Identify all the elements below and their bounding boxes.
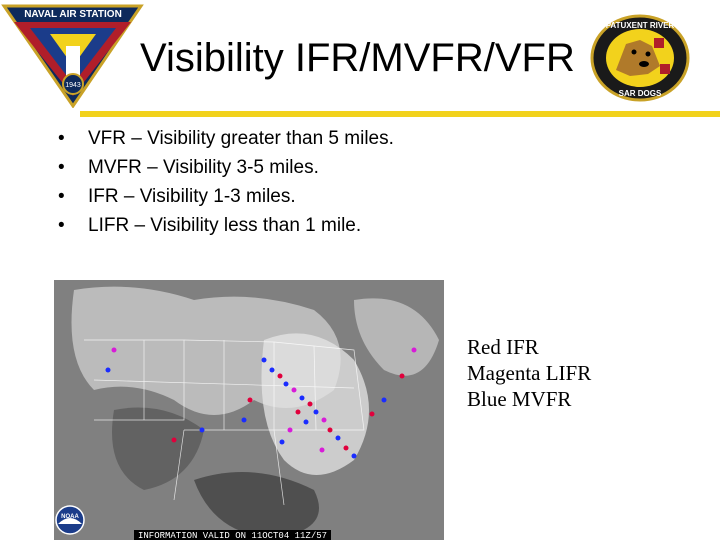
bullet-item-ifr: • IFR – Visibility 1-3 miles.	[58, 182, 658, 211]
bullet-dot-icon: •	[58, 215, 65, 236]
weather-map: NOAA INFORMATION VALID ON 11OCT04 11Z/57	[54, 280, 444, 540]
logo-right-bottom-text: SAR DOGS	[619, 89, 662, 98]
slide-title: Visibility IFR/MVFR/VFR	[140, 36, 575, 80]
noaa-text: NOAA	[61, 514, 79, 520]
logo-right-top-text: PATUXENT RIVER	[606, 21, 675, 30]
map-caption: INFORMATION VALID ON 11OCT04 11Z/57	[134, 530, 332, 540]
naval-air-station-emblem-icon: NAVAL AIR STATION 1943	[1, 4, 144, 109]
sar-dogs-badge-icon: PATUXENT RIVER SAR DOGS	[590, 14, 690, 102]
map-legend: Red IFR Magenta LIFR Blue MVFR	[467, 334, 591, 412]
bullet-text: MVFR – Visibility 3-5 miles.	[88, 157, 319, 178]
station-markers	[105, 347, 417, 459]
title-underline	[80, 111, 720, 117]
bullet-text: VFR – Visibility greater than 5 miles.	[88, 128, 394, 149]
naval-air-station-logo: NAVAL AIR STATION 1943	[0, 0, 145, 109]
us-satellite-map-icon: NOAA	[54, 280, 444, 540]
bullet-text: LIFR – Visibility less than 1 mile.	[88, 215, 362, 236]
legend-item-mvfr: Blue MVFR	[467, 387, 572, 411]
logo-left-year: 1943	[65, 82, 81, 89]
bullet-dot-icon: •	[58, 157, 65, 178]
bullet-dot-icon: •	[58, 186, 65, 207]
sar-dogs-logo: PATUXENT RIVER SAR DOGS	[590, 14, 690, 102]
bullet-dot-icon: •	[58, 128, 65, 149]
bullet-item-vfr: • VFR – Visibility greater than 5 miles.	[58, 124, 658, 153]
bullet-item-mvfr: • MVFR – Visibility 3-5 miles.	[58, 153, 658, 182]
bullet-list: • VFR – Visibility greater than 5 miles. …	[58, 124, 658, 240]
noaa-logo-icon: NOAA	[55, 505, 85, 535]
legend-item-lifr: Magenta LIFR	[467, 361, 592, 385]
bullet-item-lifr: • LIFR – Visibility less than 1 mile.	[58, 211, 658, 240]
logo-left-text: NAVAL AIR STATION	[24, 9, 122, 20]
legend-item-ifr: Red IFR	[467, 335, 539, 359]
bullet-text: IFR – Visibility 1-3 miles.	[88, 186, 296, 207]
